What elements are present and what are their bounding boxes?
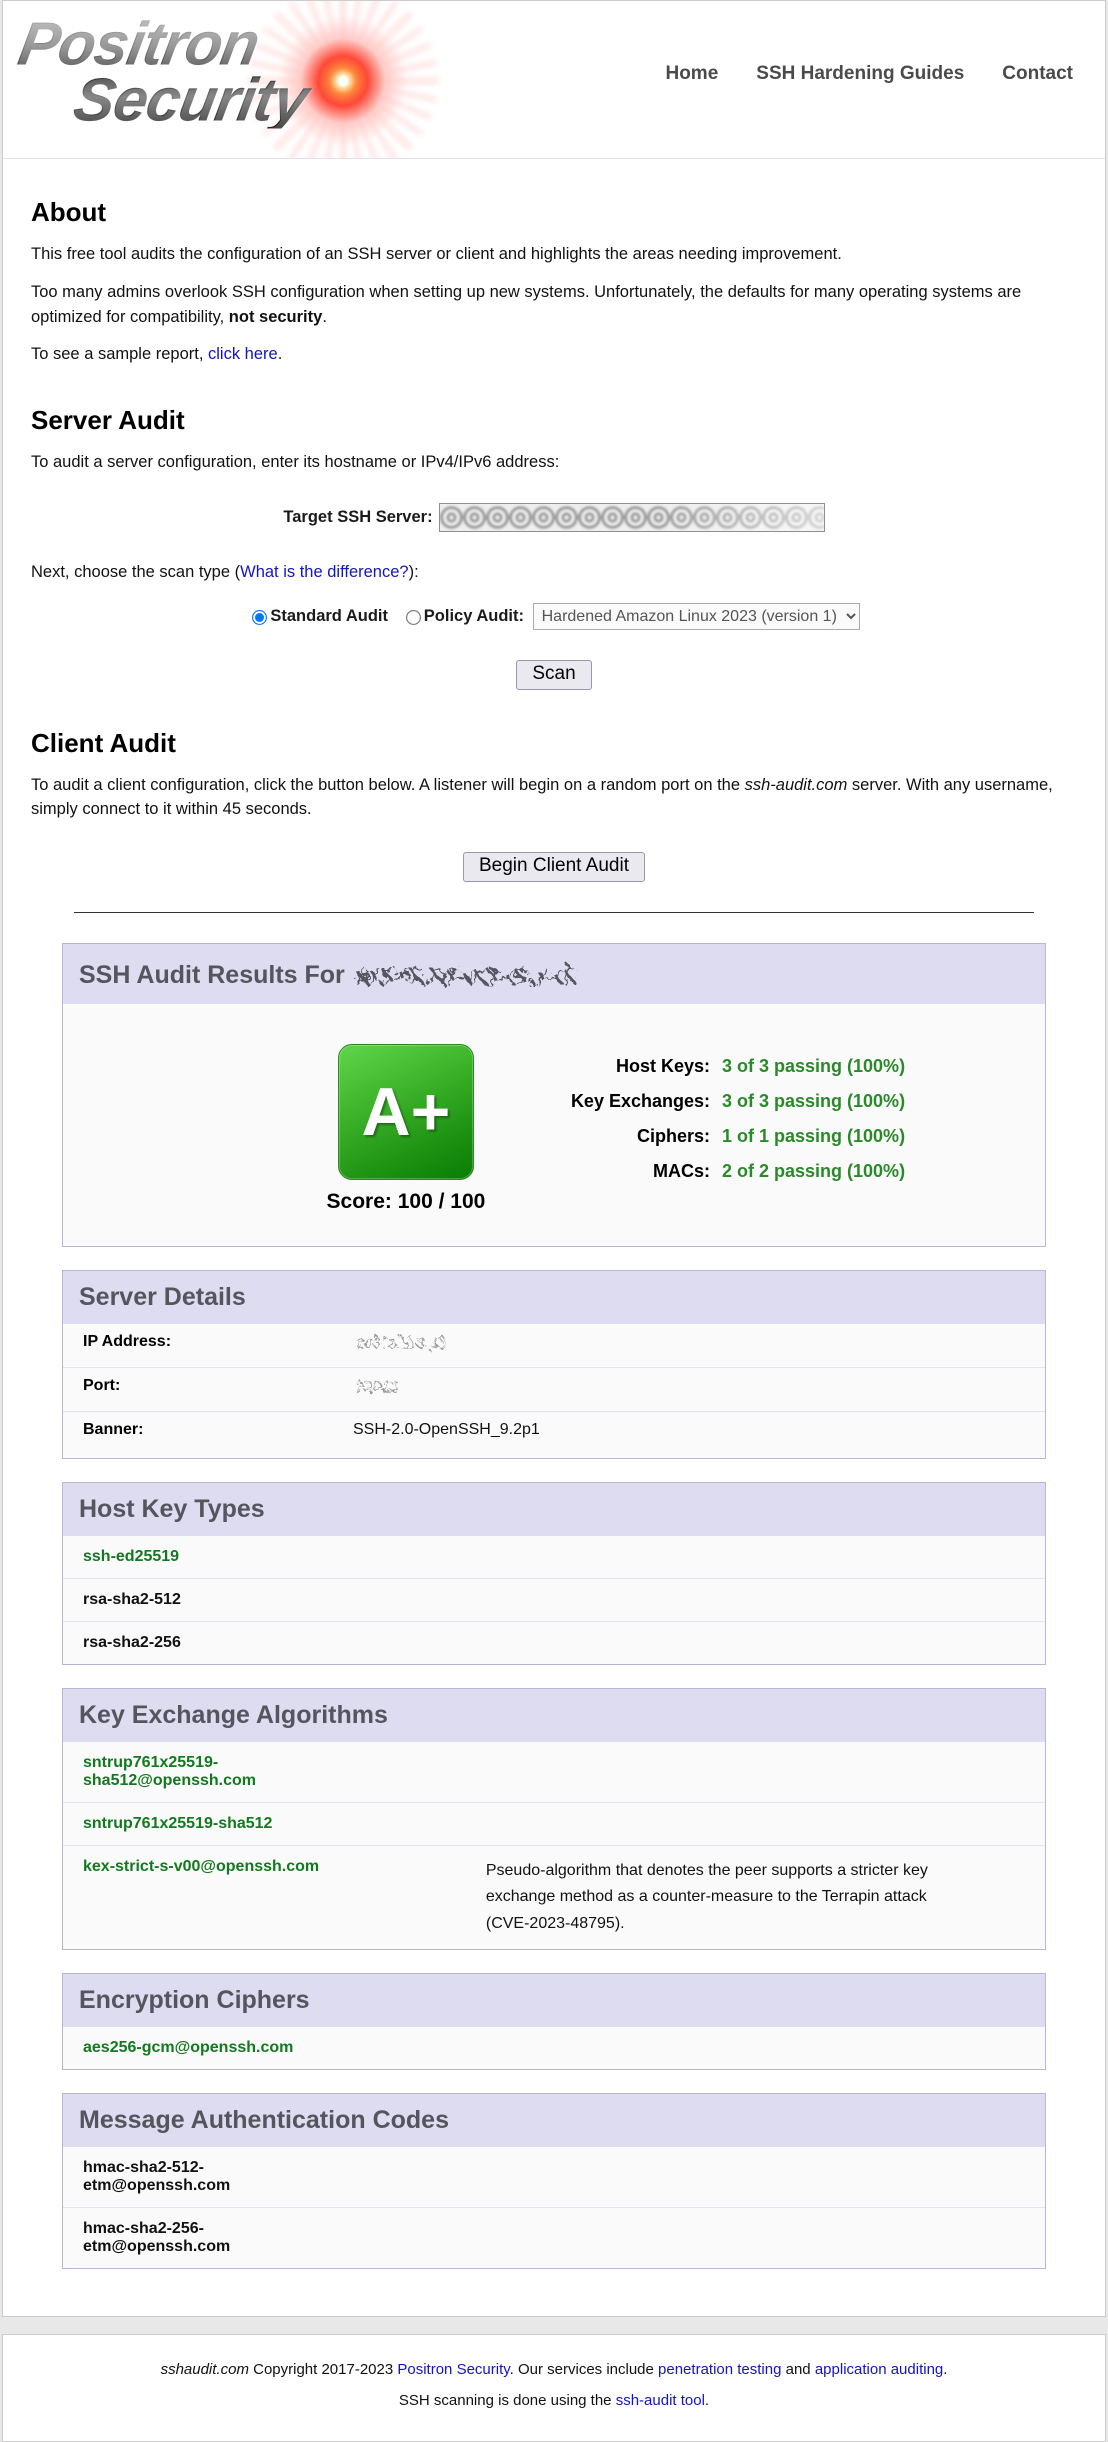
svg-text:22022: 22022	[355, 1379, 399, 1396]
svg-text:xxxxx.xxxxxxx.xxx: xxxxx.xxxxxxx.xxx	[354, 961, 577, 989]
svg-text:203.0.113.42: 203.0.113.42	[355, 1335, 447, 1352]
